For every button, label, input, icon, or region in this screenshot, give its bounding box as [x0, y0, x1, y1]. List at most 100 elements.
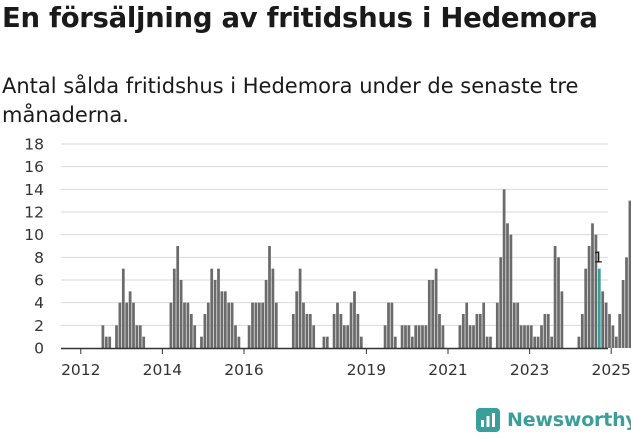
bar: [441, 325, 445, 348]
bar: [115, 325, 118, 348]
bar: [512, 302, 516, 348]
bar: [427, 280, 431, 348]
newsworthy-logo[interactable]: Newsworthy: [476, 408, 631, 432]
bar: [597, 268, 601, 348]
bar: [298, 268, 302, 348]
bar: [223, 291, 227, 348]
bar: [291, 314, 295, 348]
bar: [553, 246, 557, 348]
bar: [220, 291, 224, 348]
bar: [295, 291, 299, 348]
bar: [478, 314, 482, 348]
bar: [482, 302, 486, 348]
x-tick-label: 2014: [143, 361, 182, 379]
bar: [247, 325, 251, 348]
bar: [611, 325, 615, 348]
y-tick-label: 6: [34, 272, 44, 290]
bar: [383, 325, 387, 348]
bar: [614, 336, 618, 348]
bar: [543, 314, 547, 348]
bar: [138, 325, 142, 348]
bar: [434, 268, 438, 348]
bar: [519, 325, 523, 348]
y-tick-label: 18: [24, 136, 44, 154]
x-tick-label: 2012: [61, 361, 100, 379]
y-tick-label: 14: [24, 181, 44, 199]
bar: [257, 302, 261, 348]
bar: [104, 336, 108, 348]
bar: [390, 302, 394, 348]
bar: [346, 325, 350, 348]
bar: [217, 268, 220, 348]
bar: [135, 325, 139, 348]
chart-title: En försäljning av fritidshus i Hedemora: [2, 2, 598, 34]
x-tick-label: 2016: [224, 361, 263, 379]
bar: [186, 302, 190, 348]
data-label: 1: [593, 249, 603, 267]
bar: [560, 291, 564, 348]
x-tick-label: 2021: [428, 361, 467, 379]
bar: [529, 325, 533, 348]
bar: [128, 291, 132, 348]
bar: [618, 314, 622, 348]
bar: [268, 246, 271, 348]
bar: [546, 314, 550, 348]
bar: [536, 336, 540, 348]
bar: [516, 302, 520, 348]
bar: [305, 314, 309, 348]
bar: [628, 200, 631, 348]
bar: [502, 189, 506, 348]
bar: [108, 336, 112, 348]
bar: [322, 336, 326, 348]
bar: [424, 325, 428, 348]
bar: [407, 325, 411, 348]
bar: [506, 223, 509, 348]
bar: [509, 234, 513, 348]
bar: [332, 314, 336, 348]
x-tick-label: 2025: [591, 361, 630, 379]
bar: [203, 314, 207, 348]
bar: [499, 257, 503, 348]
bar: [339, 314, 343, 348]
y-tick-label: 4: [34, 294, 44, 312]
bar: [176, 246, 180, 348]
y-tick-label: 2: [34, 317, 44, 335]
bar: [254, 302, 258, 348]
bar: [172, 268, 176, 348]
bar: [540, 325, 543, 348]
bar: [169, 302, 173, 348]
bar: [533, 336, 537, 348]
bar: [604, 302, 608, 348]
bar: [387, 302, 390, 348]
bar: [557, 257, 560, 348]
bar: [213, 280, 217, 348]
bar: [608, 314, 611, 348]
bar: [342, 325, 346, 348]
bar: [410, 336, 414, 348]
bar: [594, 234, 598, 348]
bar: [210, 268, 214, 348]
bar: [125, 302, 129, 348]
bar: [121, 268, 125, 348]
bar: [118, 302, 122, 348]
bar: [271, 268, 275, 348]
bar: [461, 314, 465, 348]
bar: [264, 280, 268, 348]
bar: [421, 325, 424, 348]
bar: [274, 302, 278, 348]
bar: [359, 336, 363, 348]
bar: [621, 280, 625, 348]
bar: [261, 302, 265, 348]
bar: [183, 302, 186, 348]
brand-name: Newsworthy: [507, 409, 631, 431]
bar: [587, 246, 591, 348]
bar: [526, 325, 530, 348]
bar: [485, 336, 489, 348]
bar: [414, 325, 418, 348]
bar: [438, 314, 441, 348]
bar: [495, 302, 499, 348]
bar: [179, 280, 183, 348]
bar: [206, 302, 210, 348]
bar: [308, 314, 312, 348]
bar: [577, 336, 581, 348]
